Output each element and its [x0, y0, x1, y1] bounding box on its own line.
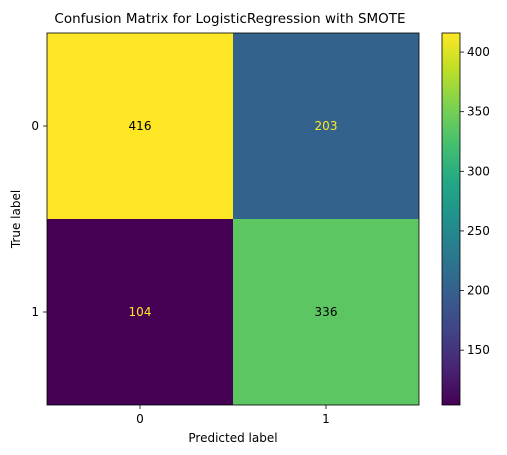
- matrix-cells: 416 203 104 336: [47, 33, 419, 405]
- x-tick-label-0: 0: [136, 412, 144, 426]
- colorbar-ticks: 150 200 250 300 350 400: [460, 45, 490, 357]
- matrix-cell-0-1: [233, 33, 419, 219]
- y-tick-label-1: 1: [31, 305, 39, 319]
- y-ticks: 01: [31, 119, 47, 319]
- cell-value-1-0: 104: [129, 305, 152, 319]
- x-axis-label: Predicted label: [188, 431, 277, 445]
- colorbar-tick-label-5: 400: [467, 45, 490, 59]
- matrix-cell-1-0: [47, 219, 233, 405]
- matrix-frame: [46, 32, 420, 406]
- cell-value-1-1: 336: [315, 305, 338, 319]
- colorbar-tick-label-2: 250: [467, 224, 490, 238]
- x-tick-label-1: 1: [322, 412, 330, 426]
- matrix-cell-0-0: [47, 33, 233, 219]
- y-tick-label-0: 0: [31, 119, 39, 133]
- colorbar: [441, 32, 461, 406]
- colorbar-tick-label-3: 300: [467, 164, 490, 178]
- colorbar-tick-label-0: 150: [467, 343, 490, 357]
- chart-title: Confusion Matrix for LogisticRegression …: [54, 11, 405, 27]
- cell-value-0-1: 203: [315, 119, 338, 133]
- colorbar-tick-label-1: 200: [467, 284, 490, 298]
- cell-value-0-0: 416: [129, 119, 152, 133]
- matrix-cell-1-1: [233, 219, 419, 405]
- colorbar-tick-label-4: 350: [467, 105, 490, 119]
- y-axis-label: True label: [9, 190, 23, 249]
